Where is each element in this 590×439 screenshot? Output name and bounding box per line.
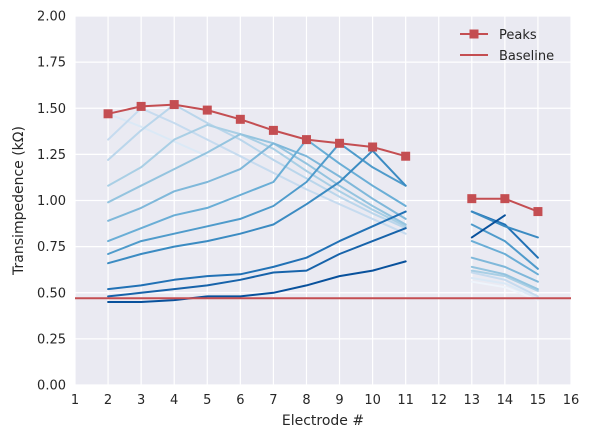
x-tick-label: 13 [464, 393, 481, 408]
series-lines [107, 103, 539, 303]
stim-series-line [470, 277, 539, 300]
y-tick-label: 0.25 [37, 332, 66, 347]
peak-marker [103, 109, 113, 119]
stim-series-line [107, 142, 407, 222]
x-tick-label: 12 [430, 393, 447, 408]
stim-series-line [107, 133, 407, 226]
peak-marker [500, 194, 510, 204]
stim-series-line [107, 107, 407, 235]
stim-series-line [107, 260, 407, 303]
y-tick-label: 0.50 [37, 286, 66, 301]
x-tick-label: 9 [335, 393, 343, 408]
peak-marker [136, 101, 146, 111]
stim-series-line [470, 214, 506, 239]
peaks-layer [103, 100, 543, 217]
x-tick-label: 16 [563, 393, 580, 408]
legend-peaks-marker [469, 29, 479, 39]
stim-series-line [470, 271, 539, 298]
x-tick-label: 5 [203, 393, 211, 408]
stim-series-line [107, 149, 407, 265]
y-tick-label: 1.00 [37, 194, 66, 209]
peak-marker [533, 207, 543, 217]
peak-marker [467, 194, 477, 204]
x-tick-label: 10 [364, 393, 381, 408]
stim-series-line [107, 227, 407, 298]
x-tick-label: 4 [170, 393, 178, 408]
stim-series-line [107, 112, 209, 158]
x-tick-label: 15 [530, 393, 547, 408]
peak-marker [401, 151, 411, 161]
y-axis-title: Transimpedence (kΩ) [11, 126, 27, 276]
x-tick-label: 3 [137, 393, 145, 408]
stim-series-line [107, 138, 407, 243]
y-tick-label: 0.00 [37, 379, 66, 394]
stim-series-line [470, 210, 539, 239]
stim-series-line [470, 240, 539, 276]
y-tick-label: 0.75 [37, 240, 66, 255]
peak-marker [235, 114, 245, 124]
stim-series-line [107, 210, 407, 291]
y-tick-label: 1.25 [37, 148, 66, 163]
x-tick-label: 8 [302, 393, 310, 408]
stim-series-line [470, 280, 539, 302]
peak-marker [335, 138, 345, 148]
y-tick-label: 1.75 [37, 56, 66, 71]
legend-peaks-label: Peaks [499, 28, 537, 43]
stim-series-line [470, 265, 539, 291]
x-tick-label: 14 [497, 393, 514, 408]
peak-marker [202, 105, 212, 115]
stim-series-line [470, 256, 539, 283]
x-tick-label: 11 [397, 393, 414, 408]
y-tick-label: 2.00 [37, 10, 66, 25]
x-tick-label: 2 [104, 393, 112, 408]
x-tick-label: 1 [71, 393, 79, 408]
peak-marker [301, 135, 311, 145]
tick-labels: 1 2 3 4 5 6 7 8 9 10 11 12 13 14 15 160.000.250.500.751… [37, 10, 579, 409]
y-tick-label: 1.50 [37, 102, 66, 117]
peaks-line [107, 103, 406, 158]
x-axis-title: Electrode # [282, 413, 364, 429]
stim-series-line [470, 269, 539, 292]
stim-series-line [107, 103, 407, 230]
peak-marker [169, 100, 179, 110]
peak-marker [368, 142, 378, 152]
legend-baseline-label: Baseline [499, 49, 554, 64]
stim-series-line [107, 123, 407, 228]
peak-marker [268, 125, 278, 135]
x-tick-label: 6 [236, 393, 244, 408]
x-tick-label: 7 [269, 393, 277, 408]
legend: Peaks Baseline [460, 28, 554, 64]
stim-series-line [107, 142, 407, 255]
